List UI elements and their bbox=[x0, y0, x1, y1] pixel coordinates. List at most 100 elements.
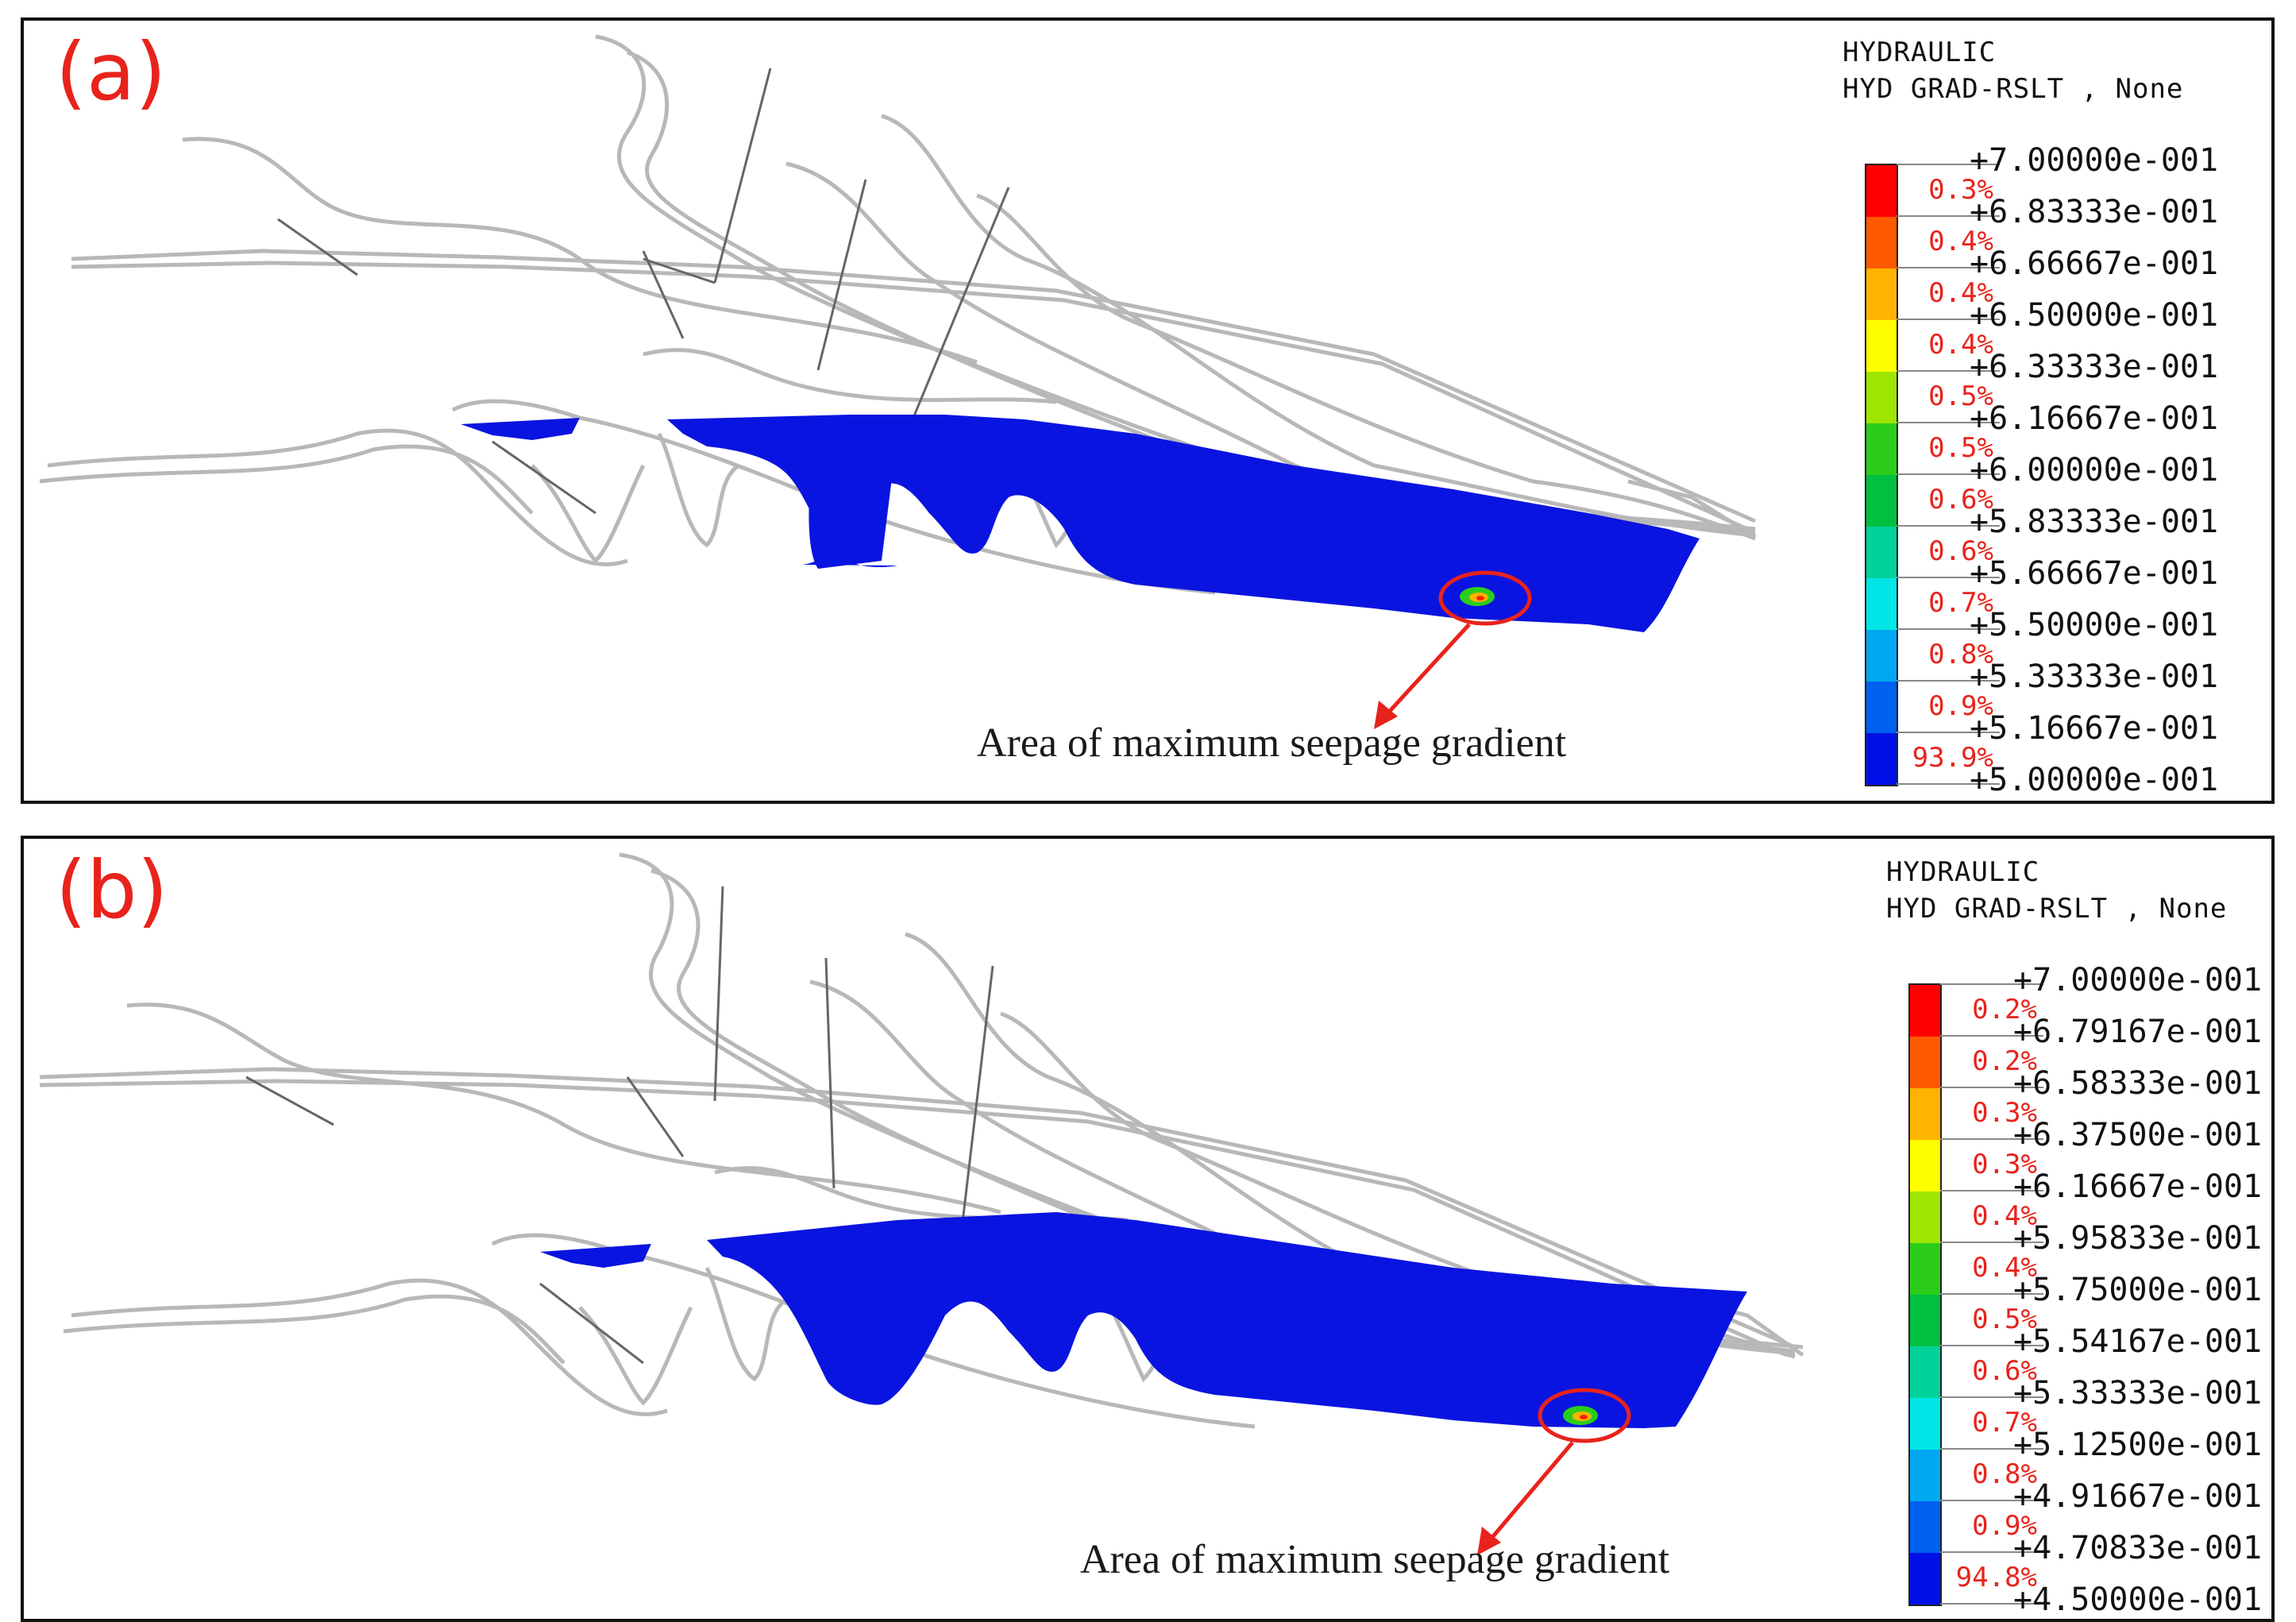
band-percentage: 0.4% bbox=[1898, 330, 1993, 360]
tick-value: +5.50000e-001 bbox=[1970, 607, 2219, 643]
annotation-circle bbox=[1438, 570, 1532, 626]
color-band bbox=[1910, 1140, 1940, 1191]
tick-value: +5.33333e-001 bbox=[1970, 658, 2219, 695]
color-band bbox=[1866, 475, 1897, 527]
band-percentage: 0.8% bbox=[1898, 639, 1993, 670]
tick-value: +7.00000e-001 bbox=[1970, 142, 2219, 179]
dam-model-view bbox=[39, 34, 1757, 729]
color-band bbox=[1910, 1037, 1940, 1088]
model-structure-lines bbox=[245, 886, 994, 1365]
color-band bbox=[1910, 1088, 1940, 1140]
seepage-domain bbox=[540, 1212, 1747, 1428]
tick-line bbox=[1940, 1396, 2043, 1398]
color-band bbox=[1866, 630, 1897, 682]
panel-b: (b) bbox=[21, 836, 2275, 1622]
dam-model-view bbox=[39, 852, 1804, 1555]
tick-line bbox=[1897, 577, 2000, 578]
band-percentage: 0.9% bbox=[1942, 1511, 2037, 1541]
band-percentage: 0.3% bbox=[1898, 175, 1993, 205]
tick-value: +6.83333e-001 bbox=[1970, 194, 2219, 230]
tick-value: +6.37500e-001 bbox=[2013, 1117, 2263, 1153]
tick-value: +5.95833e-001 bbox=[2013, 1220, 2263, 1257]
tick-line bbox=[1940, 1242, 2043, 1243]
tick-value: +5.33333e-001 bbox=[2013, 1375, 2263, 1412]
band-percentage: 0.3% bbox=[1942, 1098, 2037, 1128]
band-percentage: 0.7% bbox=[1898, 588, 1993, 618]
color-band bbox=[1910, 1398, 1940, 1450]
tick-line bbox=[1940, 1138, 2043, 1140]
band-percentage: 0.7% bbox=[1942, 1408, 2037, 1438]
band-percentage: 0.2% bbox=[1942, 1046, 2037, 1076]
tick-line bbox=[1897, 422, 2000, 423]
tick-value: +5.75000e-001 bbox=[2013, 1272, 2263, 1308]
tick-line bbox=[1897, 370, 2000, 372]
tick-value: +4.91667e-001 bbox=[2013, 1478, 2263, 1515]
band-percentage: 0.4% bbox=[1898, 226, 1993, 257]
tick-line bbox=[1897, 164, 2000, 165]
tick-line bbox=[1940, 983, 2043, 985]
color-band bbox=[1866, 578, 1897, 630]
legend-subtitle: HYD GRAD-RSLT , None bbox=[1886, 893, 2228, 925]
tick-line bbox=[1940, 1345, 2043, 1346]
tick-value: +6.66667e-001 bbox=[1970, 245, 2219, 282]
tick-value: +7.00000e-001 bbox=[2013, 962, 2263, 998]
color-band bbox=[1866, 733, 1897, 785]
color-band bbox=[1910, 1295, 1940, 1346]
color-band bbox=[1910, 1191, 1940, 1243]
color-band bbox=[1866, 423, 1897, 475]
tick-value: +4.50000e-001 bbox=[2013, 1581, 2263, 1618]
tick-line bbox=[1940, 1500, 2043, 1501]
tick-value: +6.16667e-001 bbox=[1970, 400, 2219, 437]
tick-line bbox=[1940, 1035, 2043, 1037]
color-band bbox=[1910, 1450, 1940, 1501]
color-band bbox=[1866, 217, 1897, 268]
tick-value: +6.58333e-001 bbox=[2013, 1065, 2263, 1102]
band-percentage: 0.9% bbox=[1898, 691, 1993, 721]
tick-line bbox=[1940, 1448, 2043, 1450]
color-band bbox=[1866, 165, 1897, 217]
band-percentage: 0.2% bbox=[1942, 994, 2037, 1025]
tick-value: +6.00000e-001 bbox=[1970, 452, 2219, 489]
color-band bbox=[1866, 320, 1897, 372]
band-percentage: 0.4% bbox=[1898, 278, 1993, 308]
color-band bbox=[1910, 1243, 1940, 1295]
legend-title: HYDRAULIC bbox=[1843, 37, 1997, 68]
tick-value: +4.70833e-001 bbox=[2013, 1530, 2263, 1566]
model-outline-lines bbox=[39, 34, 1757, 595]
band-percentage: 0.8% bbox=[1942, 1459, 2037, 1489]
panel-a: (a) bbox=[21, 17, 2275, 804]
color-band bbox=[1910, 1501, 1940, 1553]
panel-label: (b) bbox=[56, 844, 168, 937]
tick-value: +6.16667e-001 bbox=[2013, 1168, 2263, 1205]
tick-value: +6.79167e-001 bbox=[2013, 1014, 2263, 1050]
tick-line bbox=[1897, 215, 2000, 217]
tick-line bbox=[1897, 628, 2000, 630]
color-band bbox=[1910, 1553, 1940, 1605]
band-percentage: 0.6% bbox=[1898, 485, 1993, 515]
tick-line bbox=[1897, 680, 2000, 682]
color-scale-bar bbox=[1908, 983, 1942, 1606]
band-percentage: 93.9% bbox=[1898, 743, 1993, 773]
color-band bbox=[1866, 682, 1897, 733]
tick-value: +5.54167e-001 bbox=[2013, 1323, 2263, 1360]
seepage-domain-lower bbox=[808, 418, 897, 569]
tick-line bbox=[1897, 319, 2000, 320]
tick-value: +5.16667e-001 bbox=[1970, 710, 2219, 747]
tick-line bbox=[1897, 783, 2000, 785]
band-percentage: 0.6% bbox=[1942, 1356, 2037, 1386]
tick-line bbox=[1897, 732, 2000, 733]
tick-line bbox=[1940, 1190, 2043, 1191]
color-band bbox=[1866, 268, 1897, 320]
band-percentage: 0.6% bbox=[1898, 536, 1993, 566]
model-structure-lines bbox=[277, 68, 1010, 515]
band-percentage: 94.8% bbox=[1942, 1562, 2037, 1593]
panel-label: (a) bbox=[56, 25, 167, 118]
tick-value: +6.33333e-001 bbox=[1970, 349, 2219, 385]
tick-line bbox=[1940, 1603, 2043, 1605]
color-band bbox=[1866, 527, 1897, 578]
annotation-arrow bbox=[1484, 1441, 1574, 1547]
tick-value: +5.66667e-001 bbox=[1970, 555, 2219, 592]
annotation-text: Area of maximum seepage gradient bbox=[1080, 1537, 1670, 1582]
tick-line bbox=[1897, 267, 2000, 268]
color-band bbox=[1910, 1346, 1940, 1398]
